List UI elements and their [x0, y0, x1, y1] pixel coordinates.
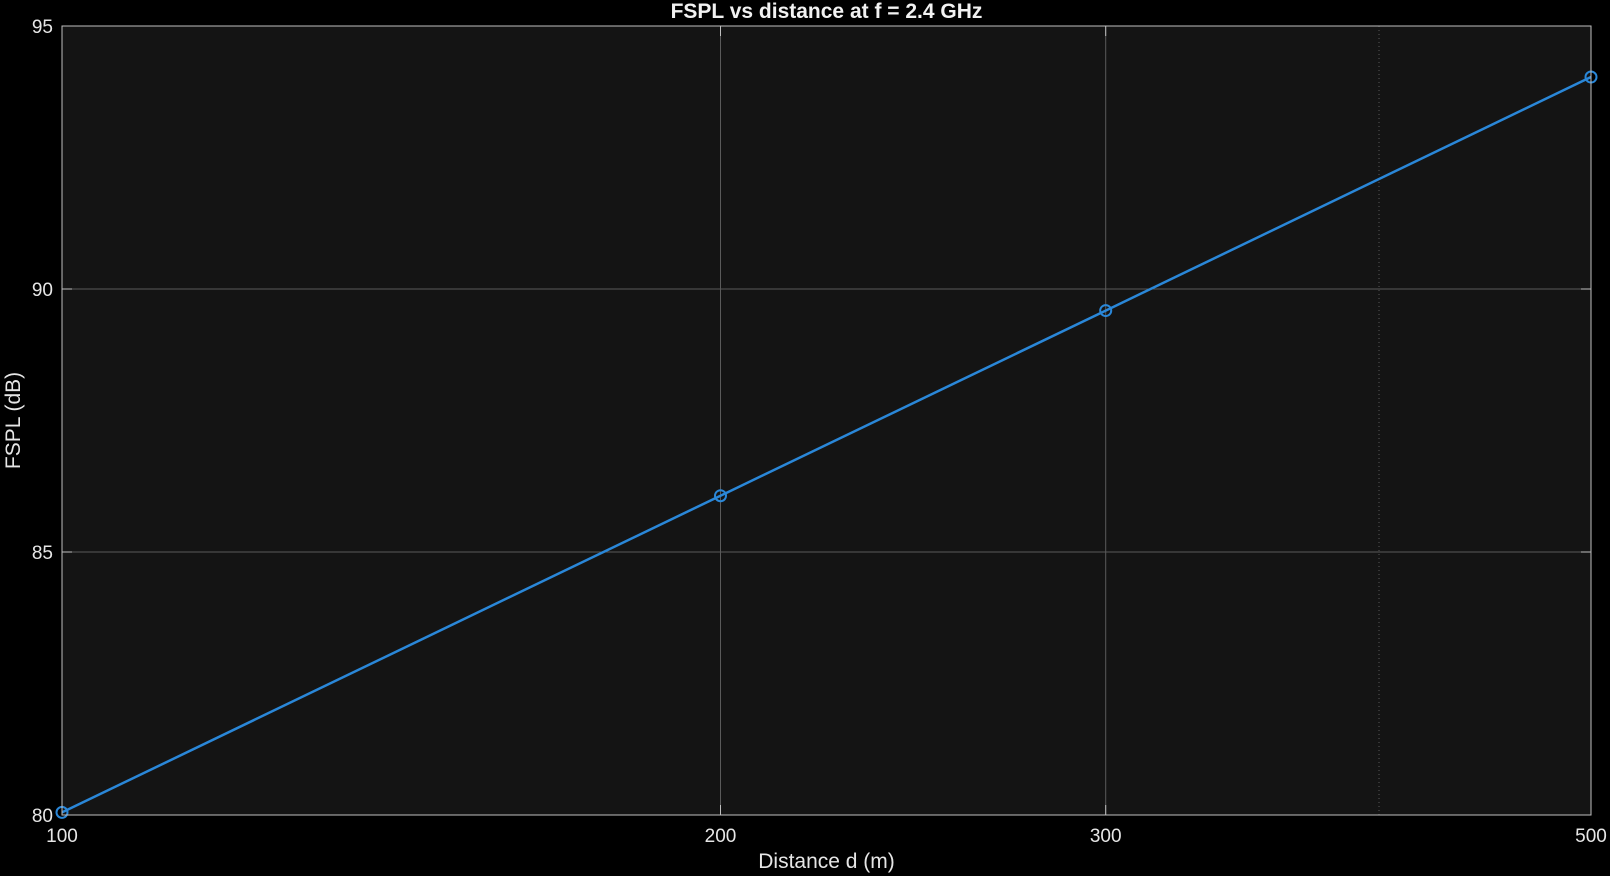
x-tick-label: 300 — [1090, 826, 1122, 847]
x-tick-label: 100 — [46, 826, 78, 847]
y-tick-label: 95 — [32, 17, 53, 38]
y-axis-label: FSPL (dB) — [2, 372, 25, 469]
plot-area — [62, 26, 1591, 815]
axis-ticks: 100 200 300 500 80 85 90 95 — [32, 17, 1607, 847]
x-axis-label: Distance d (m) — [758, 850, 895, 873]
x-tick-label: 500 — [1575, 826, 1607, 847]
y-tick-label: 80 — [32, 806, 53, 827]
data-point-marker — [714, 489, 728, 503]
series-line — [61, 75, 1592, 814]
plot-frame — [61, 25, 1592, 816]
y-tick-label: 90 — [32, 280, 53, 301]
chart-title: FSPL vs distance at f = 2.4 GHz — [671, 0, 983, 23]
x-tick-label: 200 — [705, 826, 737, 847]
data-point-marker — [1099, 304, 1113, 318]
y-tick-label: 85 — [32, 543, 53, 564]
